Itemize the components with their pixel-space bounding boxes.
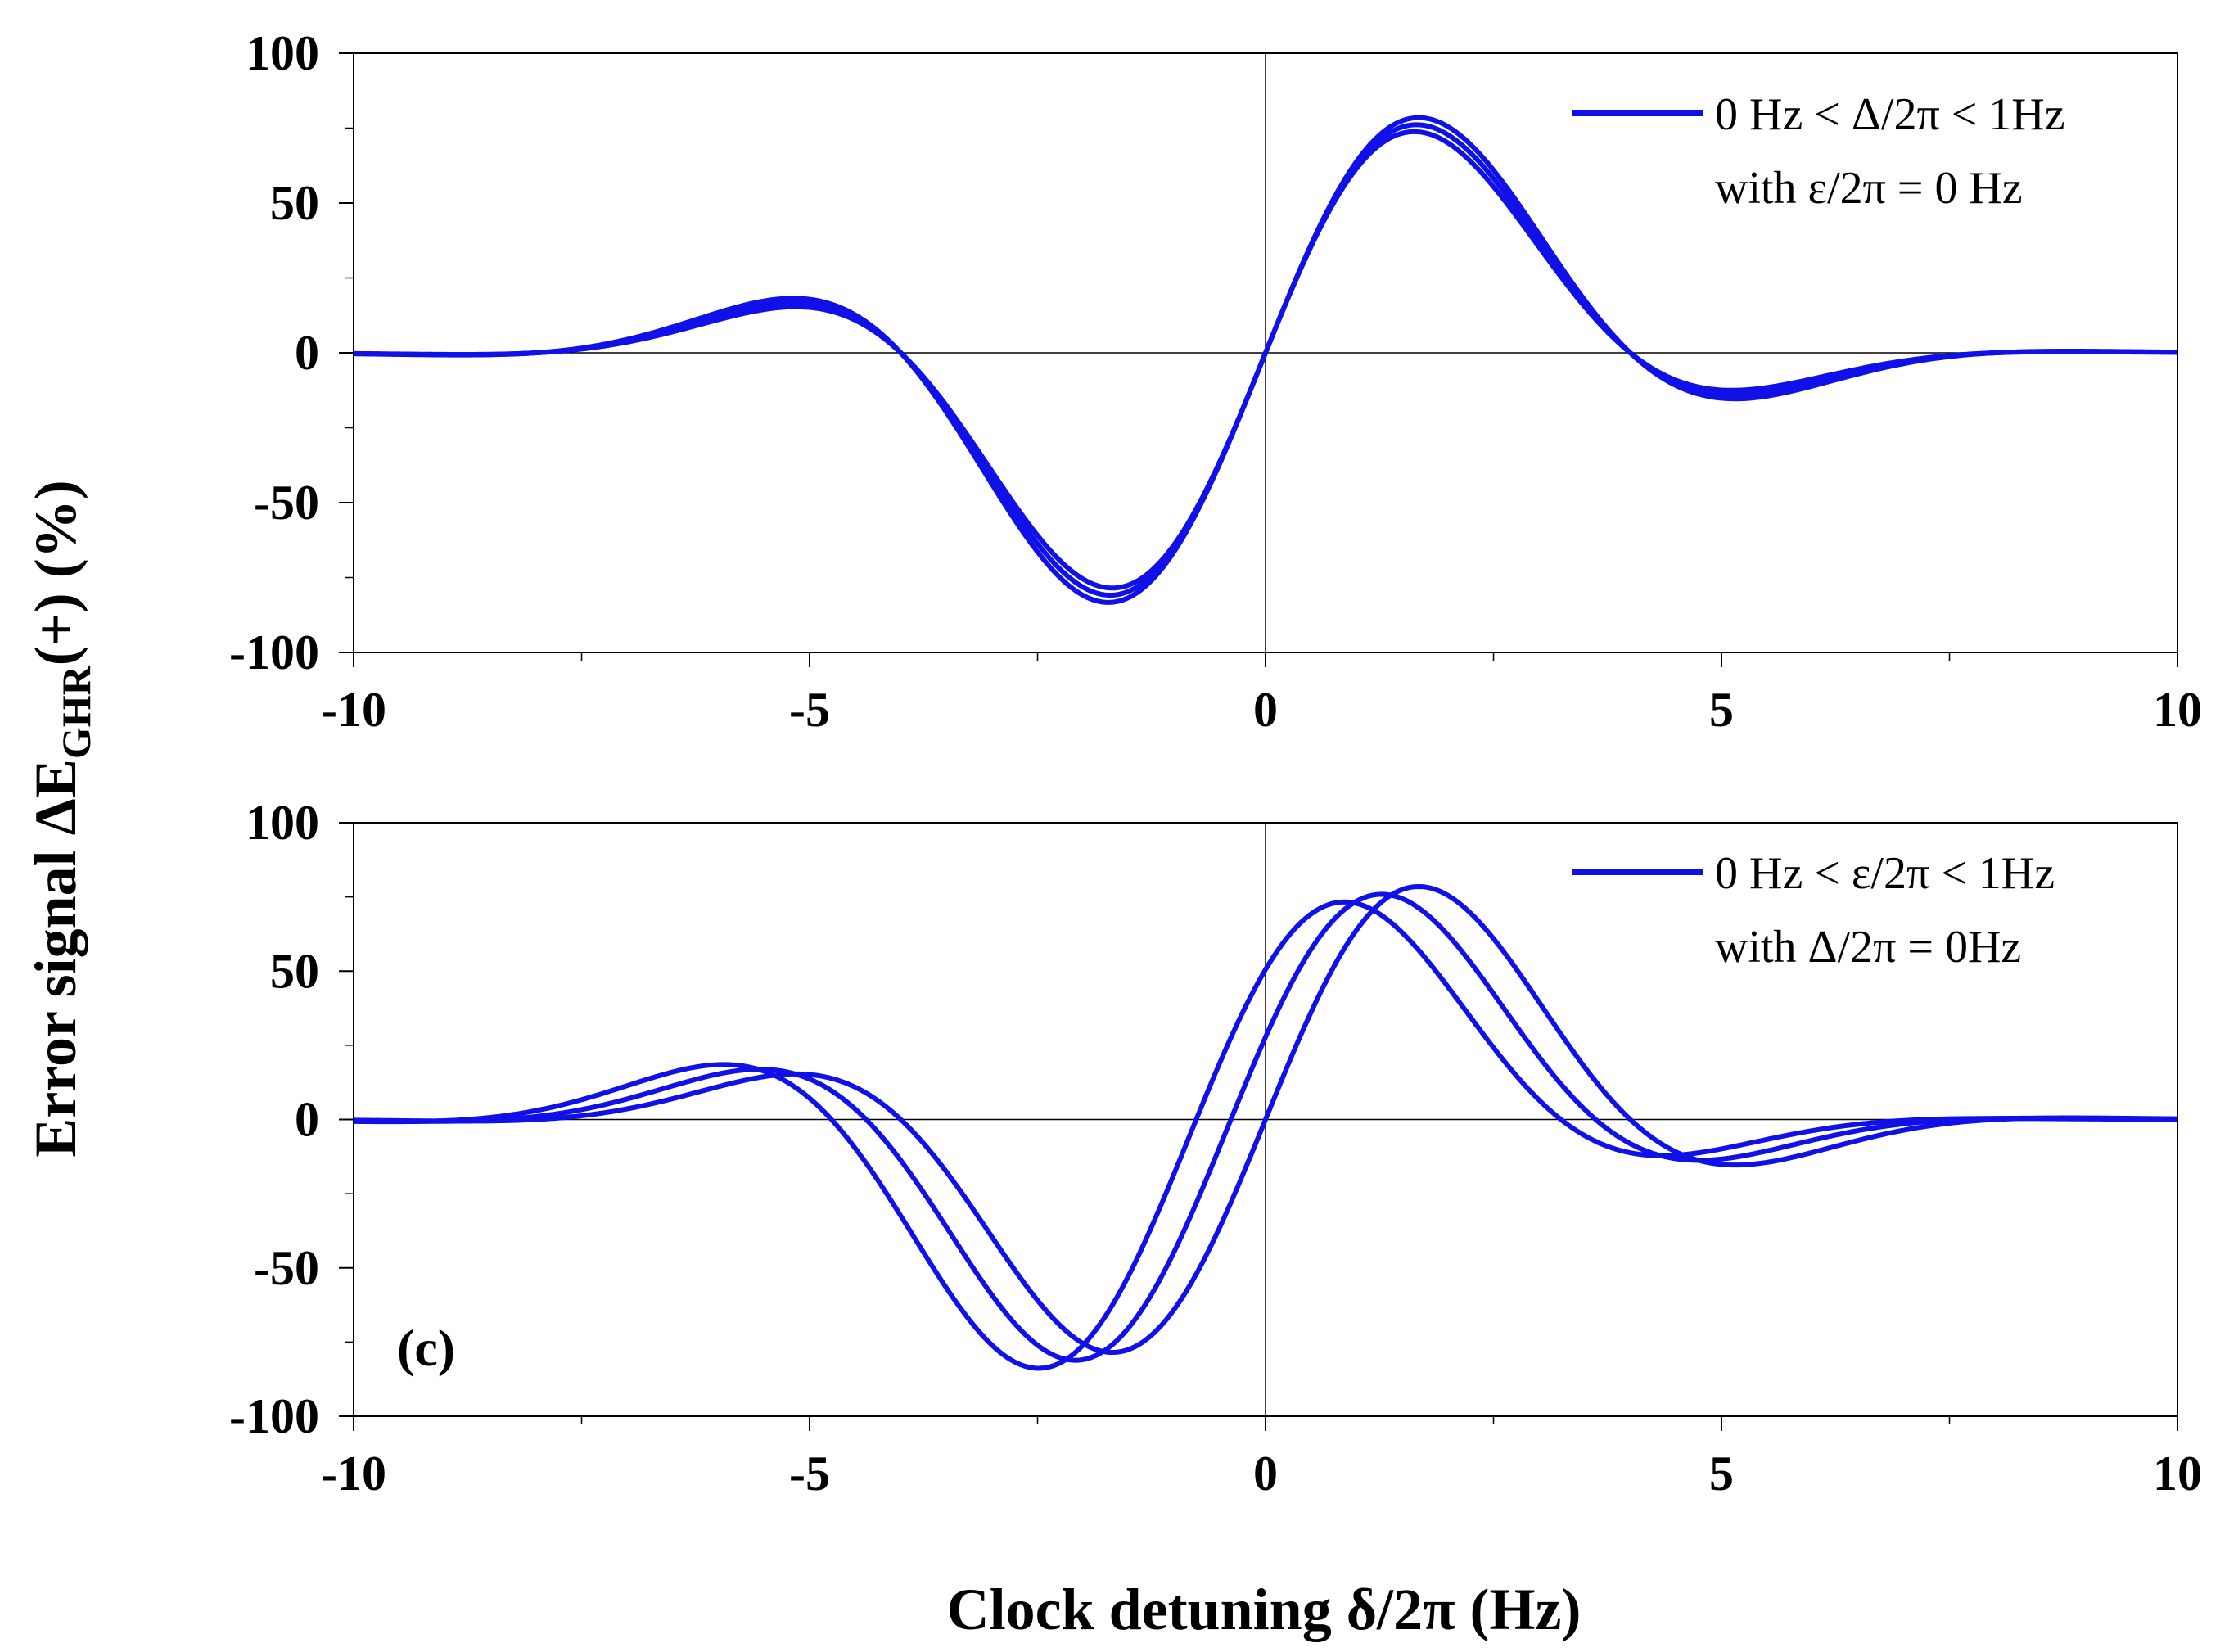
series-line-3 — [353, 899, 2178, 1371]
y-tick-label: 100 — [246, 796, 319, 850]
x-tick-label: 5 — [1709, 1447, 1734, 1501]
x-tick-label: 10 — [2153, 1447, 2202, 1501]
x-tick-label: -5 — [789, 1447, 830, 1501]
bottom-legend-line1: 0 Hz < ε/2π < 1Hz — [1715, 848, 2055, 899]
x-axis-label: Clock detuning δ/2π (Hz) — [947, 1577, 1582, 1642]
bottom-legend-line2: with Δ/2π = 0Hz — [1715, 922, 2021, 973]
x-tick-label: 0 — [1253, 1447, 1278, 1501]
x-tick-label: 0 — [1253, 683, 1278, 737]
y-tick-label: 0 — [295, 326, 319, 380]
y-tick-label: 100 — [246, 26, 319, 80]
y-tick-label: -50 — [254, 476, 319, 530]
y-tick-label: 50 — [270, 176, 319, 230]
top-legend-line1: 0 Hz < Δ/2π < 1Hz — [1715, 89, 2065, 140]
bottom-legend: 0 Hz < ε/2π < 1Hz with Δ/2π = 0Hz — [1572, 848, 2055, 973]
x-tick-label: -5 — [789, 683, 830, 737]
top-legend: 0 Hz < Δ/2π < 1Hz with ε/2π = 0 Hz — [1572, 89, 2065, 214]
y-tick-label: -100 — [229, 1389, 319, 1443]
series-line-3 — [353, 129, 2178, 605]
x-tick-label: -10 — [321, 1447, 386, 1501]
y-tick-label: -100 — [229, 625, 319, 679]
y-tick-label: 0 — [295, 1093, 319, 1147]
y-tick-label: -50 — [254, 1241, 319, 1295]
y-tick-label: 50 — [270, 944, 319, 998]
x-tick-label: -10 — [321, 683, 386, 737]
panel-label: (c) — [397, 1319, 455, 1377]
top-legend-line2: with ε/2π = 0 Hz — [1715, 163, 2023, 214]
series-line-2 — [353, 891, 2178, 1363]
series-line-1 — [353, 883, 2178, 1356]
x-tick-label: 10 — [2153, 683, 2202, 737]
x-tick-label: 5 — [1709, 683, 1734, 737]
y-axis-label: Error signal ΔEGHR(+) (%) — [23, 480, 99, 1157]
